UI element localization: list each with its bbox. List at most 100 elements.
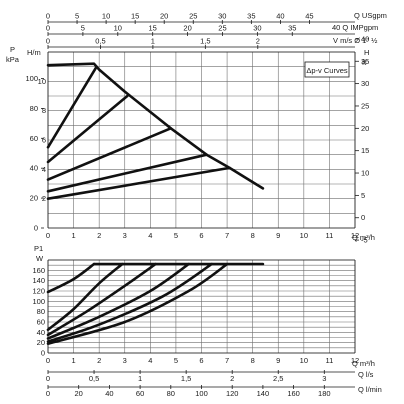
head-ft-tick-label: 40: [361, 34, 369, 43]
kpa-tick-label: 80: [30, 104, 38, 113]
lmin-tick-label: 20: [75, 389, 83, 398]
velocity-tick-label: 1,5: [200, 37, 210, 46]
head-ft-ticks: -5 0 5 10 15 20 25 30 35 40: [355, 34, 369, 245]
power-curve: [46, 262, 229, 345]
power-plot-x-tick-label: 7: [225, 356, 229, 365]
power-plot-x-tick-label: 12: [351, 356, 359, 365]
head-plot-x-ticks: 0 1 2 3 4 5 6 7 8 9 10 11 12: [46, 231, 359, 240]
kpa-ticks: 0 20 40 60 80 100: [25, 74, 44, 233]
kpa-tick-label: 20: [30, 194, 38, 203]
ft-unit-label: ft: [362, 58, 367, 67]
power-plot-x-tick-label: 4: [148, 356, 152, 365]
lmin-tick-label: 120: [226, 389, 239, 398]
velocity-axis-label: V m/s Ø 1" ½: [333, 36, 378, 45]
power-plot-x-tick-label: 6: [199, 356, 203, 365]
kpa-tick-label: 40: [30, 164, 38, 173]
usgpm-tick-label: 30: [218, 12, 226, 21]
usgpm-tick-label: 20: [160, 12, 168, 21]
ls-tick-label: 0,5: [89, 374, 99, 383]
lmin-tick-label: 80: [167, 389, 175, 398]
lmin-tick-label: 40: [105, 389, 113, 398]
kpa-tick-label: 0: [34, 224, 38, 233]
ls-tick-label: 0: [46, 374, 50, 383]
power-plot-x-label: Q m³/h: [352, 359, 375, 368]
head-plot-x-tick-label: 3: [123, 231, 127, 240]
head-ft-tick-label: 20: [361, 124, 369, 133]
impgpm-tick-label: 10: [114, 24, 122, 33]
ls-ticks: 0 0,5 1 1,5 2 2,5 3: [46, 370, 326, 383]
head-ft-tick-label: 5: [361, 191, 365, 200]
lmin-tick-label: 160: [287, 389, 300, 398]
velocity-ticks: 0 0,5 1 1,5 2: [46, 37, 260, 49]
power-plot-x-tick-label: 1: [71, 356, 75, 365]
power-plot-x-tick-label: 8: [251, 356, 255, 365]
impgpm-tick-label: 30: [253, 24, 261, 33]
ls-axis-label: Q l/s: [358, 370, 374, 379]
usgpm-tick-label: 45: [305, 12, 313, 21]
head-ft-tick-label: 0: [361, 213, 365, 222]
head-plot-x-tick-label: 11: [326, 231, 334, 240]
velocity-tick-label: 1: [151, 37, 155, 46]
head-ft-tick-label: 15: [361, 146, 369, 155]
head-plot-x-tick-label: 6: [199, 231, 203, 240]
lmin-tick-label: 180: [318, 389, 331, 398]
impgpm-tick-label: 0: [46, 24, 50, 33]
ls-tick-label: 2,5: [273, 374, 283, 383]
power-plot-x-tick-label: 3: [123, 356, 127, 365]
kpa-tick-label: 60: [30, 134, 38, 143]
head-curves: [46, 62, 265, 200]
velocity-tick-label: 2: [256, 37, 260, 46]
impgpm-tick-label: 15: [149, 24, 157, 33]
power-tick-label: 100: [32, 297, 45, 306]
power-curve: [46, 262, 157, 337]
head-plot-x-tick-label: 8: [251, 231, 255, 240]
lmin-tick-label: 100: [195, 389, 208, 398]
impgpm-ticks: 0 5 10 15 20 25 30 35: [46, 24, 296, 36]
head-ft-axis-label: H: [364, 48, 369, 57]
lmin-tick-label: 60: [136, 389, 144, 398]
usgpm-tick-label: 40: [276, 12, 284, 21]
head-m-label: H/m: [27, 48, 41, 57]
head-m-tick-label: 4: [42, 165, 46, 174]
dp-v-curve: [46, 65, 98, 149]
head-ft-tick-label: 10: [361, 169, 369, 178]
head-plot-x-tick-label: 9: [276, 231, 280, 240]
power-tick-label: 80: [37, 307, 45, 316]
usgpm-tick-label: 15: [131, 12, 139, 21]
head-grid: [47, 51, 356, 229]
power-curve: [46, 262, 96, 294]
ls-tick-label: 2: [230, 374, 234, 383]
head-m-tick-label: 6: [42, 136, 46, 145]
head-ft-tick-label: 30: [361, 79, 369, 88]
lmin-ticks: 0 20 40 60 80 100 120 140 160 180: [46, 385, 331, 398]
head-m-tick-label: 8: [42, 106, 46, 115]
kpa-unit-label: kPa: [6, 55, 20, 64]
ls-tick-label: 1,5: [181, 374, 191, 383]
usgpm-axis-label: Q USgpm: [354, 11, 387, 20]
curve-type-title: Δp-v Curves: [306, 66, 348, 75]
head-plot-x-tick-label: 10: [300, 231, 308, 240]
power-curve: [46, 262, 124, 332]
impgpm-tick-label: 5: [81, 24, 85, 33]
head-plot-x-tick-label: 2: [97, 231, 101, 240]
head-m-tick-label: 2: [42, 194, 46, 203]
power-curves: [46, 262, 265, 345]
head-plot-x-tick-label: 12: [351, 231, 359, 240]
power-curve: [46, 262, 190, 340]
kpa-tick-label: 100: [25, 74, 38, 83]
power-tick-label: 60: [37, 318, 45, 327]
impgpm-tick-label: 25: [218, 24, 226, 33]
head-plot-x-label: Q m³/h: [352, 233, 375, 242]
lmin-tick-label: 0: [46, 389, 50, 398]
p1-axis-label: P1: [34, 244, 43, 253]
power-tick-label: 120: [32, 287, 45, 296]
dp-v-curve: [46, 94, 129, 164]
head-plot-x-tick-label: 0: [46, 231, 50, 240]
head-ft-tick-label: 25: [361, 101, 369, 110]
head-plot-x-tick-label: 4: [148, 231, 152, 240]
power-tick-label: 160: [32, 266, 45, 275]
curve-type-box: [304, 61, 350, 78]
